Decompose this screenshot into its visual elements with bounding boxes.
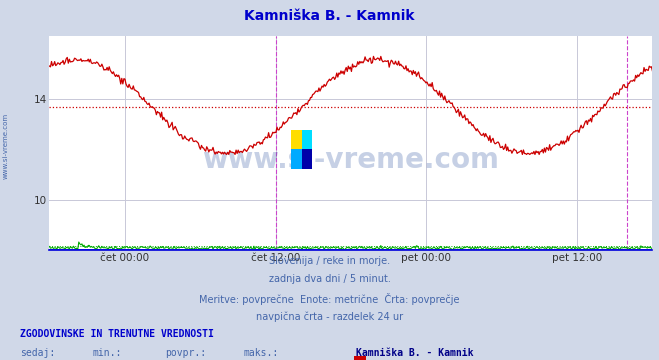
Bar — [302, 149, 312, 169]
Text: www.si-vreme.com: www.si-vreme.com — [202, 146, 500, 174]
Bar — [291, 130, 302, 149]
Text: Kamniška B. - Kamnik: Kamniška B. - Kamnik — [356, 348, 473, 358]
Bar — [291, 149, 302, 169]
Text: maks.:: maks.: — [244, 348, 279, 358]
Text: Kamniška B. - Kamnik: Kamniška B. - Kamnik — [244, 9, 415, 23]
Bar — [302, 130, 312, 149]
Text: povpr.:: povpr.: — [165, 348, 206, 358]
Text: zadnja dva dni / 5 minut.: zadnja dva dni / 5 minut. — [269, 274, 390, 284]
Text: www.si-vreme.com: www.si-vreme.com — [2, 113, 9, 179]
Text: navpična črta - razdelek 24 ur: navpična črta - razdelek 24 ur — [256, 312, 403, 322]
Text: ZGODOVINSKE IN TRENUTNE VREDNOSTI: ZGODOVINSKE IN TRENUTNE VREDNOSTI — [20, 329, 214, 339]
Text: sedaj:: sedaj: — [20, 348, 55, 358]
Text: min.:: min.: — [92, 348, 122, 358]
Text: Slovenija / reke in morje.: Slovenija / reke in morje. — [269, 256, 390, 266]
Text: Meritve: povprečne  Enote: metrične  Črta: povprečje: Meritve: povprečne Enote: metrične Črta:… — [199, 293, 460, 305]
